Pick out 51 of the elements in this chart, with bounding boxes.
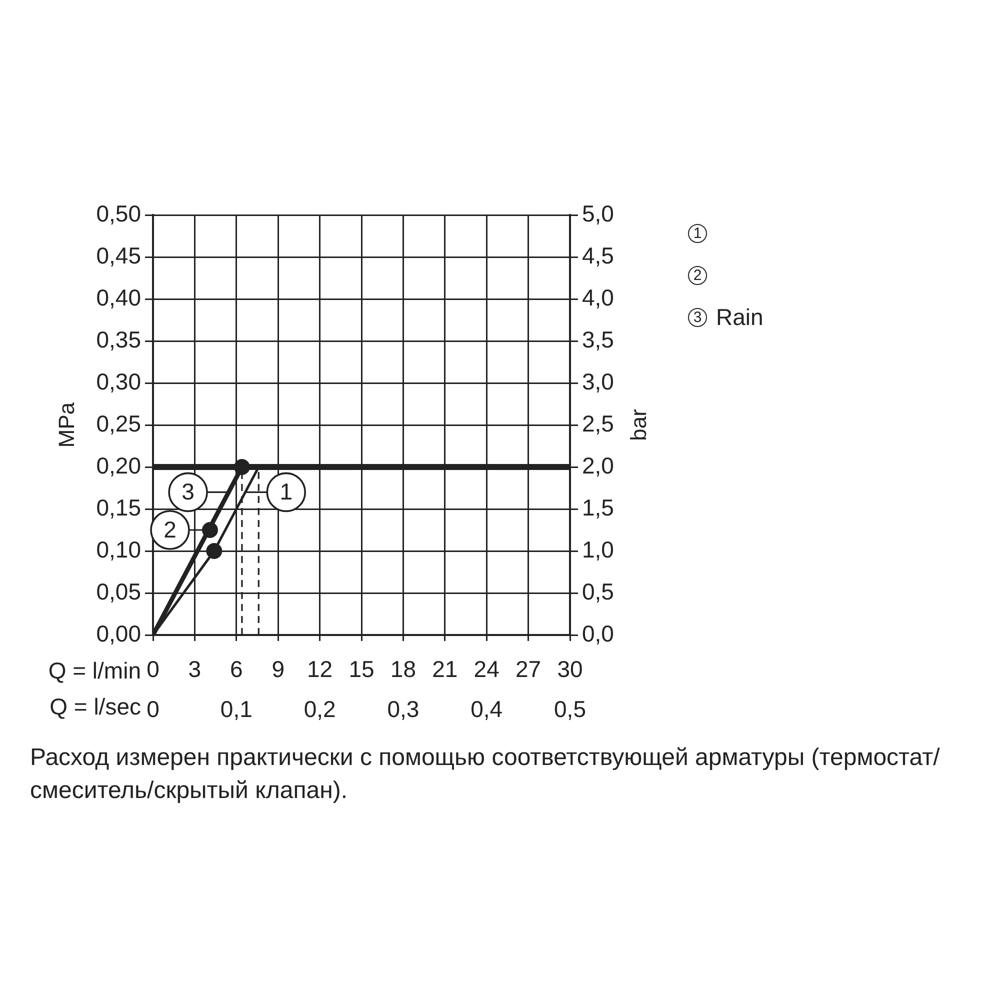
y2-tick-label: 4,0: [582, 284, 614, 310]
x2-axis-title: Q = l/sec: [50, 693, 141, 720]
x2-tick-label: 0: [146, 696, 160, 722]
x2-tick-label: 0,4: [470, 696, 503, 722]
y-tick-label: 0,00: [96, 620, 141, 646]
y2-tick-label: 0,5: [582, 578, 614, 604]
annotation: 1: [280, 478, 293, 505]
x-tick-label: 9: [272, 656, 284, 682]
x2-tick-label: 0,5: [554, 696, 586, 722]
y2-tick-label: 5,0: [582, 200, 614, 226]
text: 1: [693, 224, 702, 242]
x-tick-label: 21: [432, 656, 458, 682]
text: 3: [693, 308, 702, 326]
y2-tick-label: 4,5: [582, 242, 614, 268]
x2-tick-label: 0,2: [304, 696, 336, 722]
x-tick-label: 0: [146, 656, 160, 682]
x2-tick-label: 0,1: [220, 696, 252, 722]
x-tick-label: 24: [474, 656, 500, 682]
annotation: 3: [182, 478, 194, 505]
text: Расход измерен практически с помощью соответствующей арматуры (термостат/смеситель/скрытый клапан).: [30, 743, 941, 806]
y-tick-label: 0,20: [96, 452, 141, 478]
y-tick-label: 0,40: [96, 284, 141, 310]
y-tick-label: 0,15: [96, 494, 141, 520]
x-tick-label: 15: [348, 656, 374, 682]
y2-tick-label: 1,5: [582, 494, 614, 520]
x-tick-label: 6: [230, 656, 243, 682]
legend-label: Rain: [716, 304, 764, 330]
y-tick-label: 0,25: [96, 410, 141, 436]
annotation: 2: [164, 516, 176, 542]
x-tick-label: 3: [188, 656, 202, 682]
y-tick-label: 0,50: [96, 200, 141, 226]
y2-axis-title: bar: [626, 409, 652, 441]
text: 2: [693, 266, 702, 284]
x-tick-label: 30: [557, 656, 583, 682]
y-tick-label: 0,45: [96, 242, 141, 268]
x-tick-label: 18: [390, 656, 416, 682]
y-axis-title: MPa: [54, 402, 80, 448]
y-tick-label: 0,35: [96, 326, 141, 352]
x-tick-label: 12: [307, 656, 333, 682]
y2-tick-label: 1,0: [582, 536, 614, 562]
y-tick-label: 0,05: [96, 578, 141, 604]
x-axis-title: Q = l/min: [48, 657, 141, 684]
x2-tick-label: 0,3: [387, 696, 420, 722]
y-tick-label: 0,10: [96, 536, 141, 562]
y2-tick-label: 3,0: [582, 368, 614, 394]
y2-tick-label: 3,5: [582, 326, 614, 352]
y2-tick-label: 2,0: [582, 452, 614, 478]
y-tick-label: 0,30: [96, 368, 141, 394]
y2-tick-label: 2,5: [582, 410, 614, 436]
x-tick-label: 27: [516, 656, 542, 682]
y2-tick-label: 0,0: [582, 620, 614, 646]
